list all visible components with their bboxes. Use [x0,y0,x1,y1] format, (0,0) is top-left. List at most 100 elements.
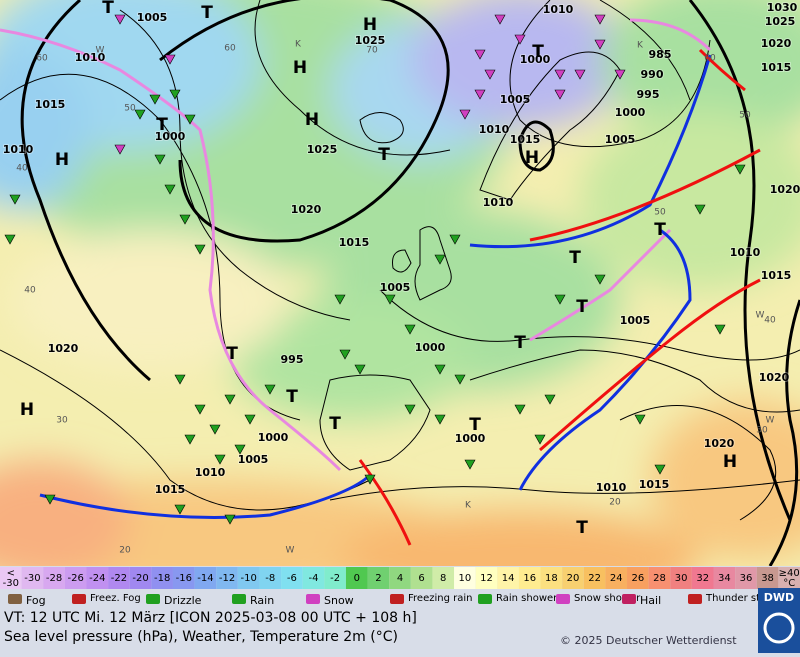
grid-label: 60 [36,54,48,64]
rain-shower-symbol [594,274,606,285]
scale-cell [172,567,195,589]
isobar-label: 1005 [238,453,269,466]
legend-label: Snow [324,594,354,607]
rain-shower-symbol [634,414,646,425]
dwd-logo: DWD [764,591,794,604]
isobar-label: 1015 [339,236,370,249]
scale-label: 4 [397,573,403,584]
pressure-center: T [226,344,238,364]
isobar-label: 1015 [510,133,541,146]
scale-label: -10 [240,573,256,584]
pressure-center: T [329,414,341,434]
scale-label: 16 [523,573,536,584]
isobar-label: 1000 [258,431,289,444]
snow-shower-symbol [164,54,176,65]
scale-label: -22 [111,573,127,584]
pressure-center: T [156,115,168,135]
rain-shower-symbol [169,89,181,100]
weather-symbols [4,14,746,525]
rain-shower-symbol [174,504,186,515]
rain-shower-symbol [714,324,726,335]
isobar-label: 990 [641,68,664,81]
rain-shower-symbol [244,414,256,425]
scale-cell-under [0,567,22,589]
legend-icon [556,594,570,604]
grid-label: 50 [739,111,751,121]
region-letter: W [756,311,765,321]
scale-under-label: -30 [3,578,19,589]
isobar-label: 1000 [520,53,551,66]
grid-label: 40 [16,164,28,174]
isobar-label: 1020 [759,371,790,384]
copyright: © 2025 Deutscher Wetterdienst [560,634,737,647]
snow-shower-symbol [514,34,526,45]
legend-label: Thunder storm [705,593,780,604]
grid-label: 40 [764,316,776,326]
isobar-label: 1000 [615,106,646,119]
rain-shower-symbol [554,294,566,305]
scale-label: 12 [480,573,493,584]
scale-cell [670,567,692,589]
scale-label: 0 [354,573,360,584]
rain-shower-symbol [154,154,166,165]
region-letter: K [295,40,302,50]
legend-icon [478,594,492,604]
description: Sea level pressure (hPa), Weather, Tempe… [4,629,398,645]
scale-cell [562,567,584,589]
scale-cell [194,567,217,589]
rain-shower-symbol [44,494,56,505]
pressure-center: H [305,110,319,130]
rain-shower-symbol [434,414,446,425]
region-letter: W [766,416,775,426]
snow-shower-symbol [594,14,606,25]
legend-label: Snow shower [574,593,641,604]
isobar-label: 1030 [767,1,798,14]
legend-label: Freez. Fog [90,593,141,604]
scale-label: 32 [696,573,709,584]
scale-label: 6 [418,573,424,584]
pressure-center: H [293,58,307,78]
scale-cell [389,567,411,589]
rain-shower-symbol [454,374,466,385]
scale-label: 34 [718,573,731,584]
isobar-label: 1015 [761,269,792,282]
rain-shower-symbol [134,109,146,120]
pressure-center: T [569,248,581,268]
scale-label: -12 [219,573,235,584]
scale-label: -26 [68,573,84,584]
rain-shower-symbol [4,234,16,245]
scale-cell-over [778,567,800,589]
grid-label: 50 [124,104,136,114]
rain-shower-symbol [384,294,396,305]
snow-shower-symbol [494,14,506,25]
legend-icon [390,594,404,604]
legend-icon [622,594,636,604]
scale-label: 30 [675,573,688,584]
rain-shower-symbol [224,514,236,525]
legend-label: Fog [26,594,46,607]
rain-shower-symbol [449,234,461,245]
scale-cell [43,567,65,589]
grid-label: 30 [56,416,68,426]
rain-shower-symbol [234,444,246,455]
map-labels: 1005101010151010100010251025102010151010… [2,0,800,556]
snow-shower-symbol [114,14,126,25]
pressure-center: H [525,148,539,168]
isobar-label: 1020 [48,342,79,355]
snow-shower-symbol [114,144,126,155]
weather-legend: Fog Freez. Fog Drizzle Rain Snow Freezing rai… [8,593,780,607]
isobar-label: 995 [637,88,660,101]
scale-cell [454,567,476,589]
legend-label: Freezing rain [408,593,472,604]
pressure-center: T [378,145,390,165]
scale-cell [324,567,346,589]
scale-cell [129,567,152,589]
isobar-label: 1010 [596,481,627,494]
isobar-label: 1010 [479,123,510,136]
isobar-label: 1025 [307,143,338,156]
pressure-center: T [532,42,544,62]
scale-label: 26 [631,573,644,584]
scale-cell [345,567,368,589]
isobar-label: 1005 [620,314,651,327]
